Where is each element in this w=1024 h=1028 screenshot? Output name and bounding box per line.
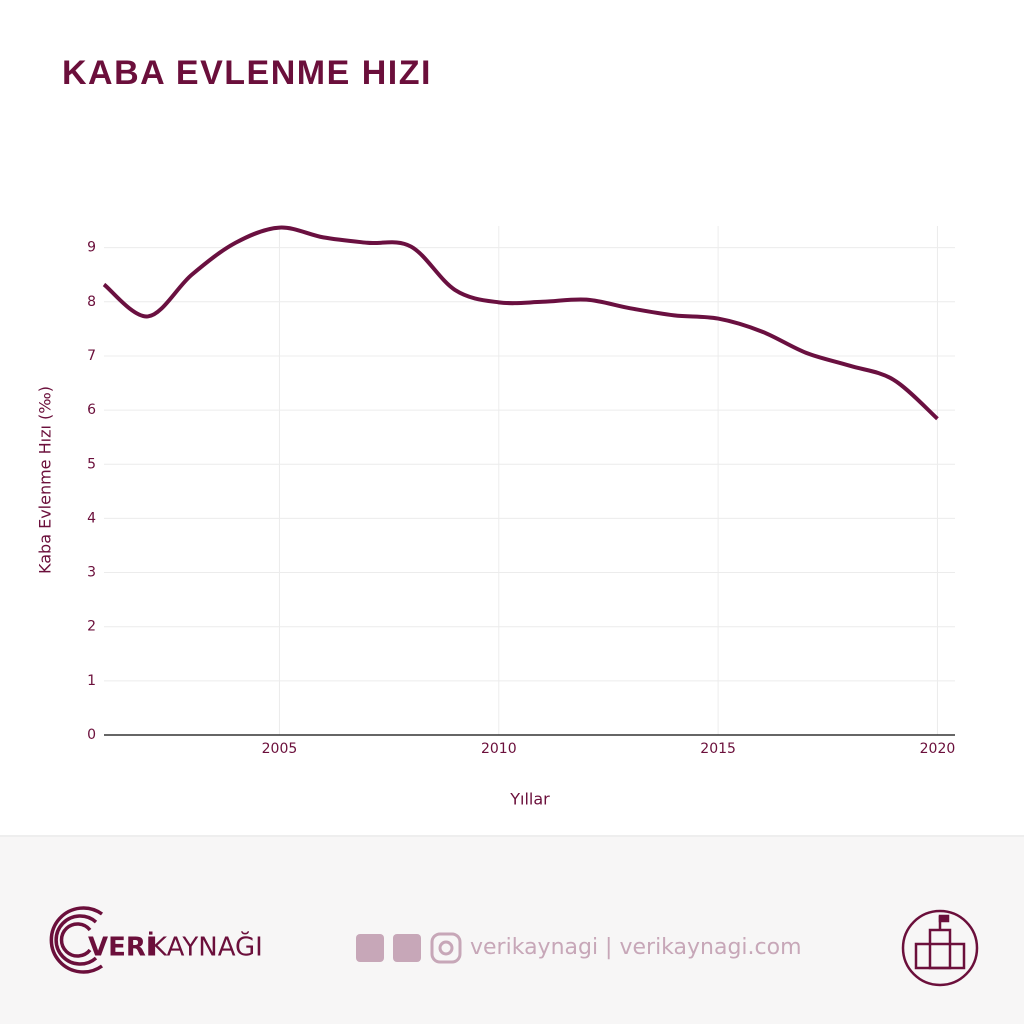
twitter-icon[interactable]: [393, 934, 421, 962]
instagram-icon[interactable]: [430, 932, 462, 964]
social-icons: [356, 932, 462, 964]
y-tick-label: 0: [87, 727, 96, 743]
y-tick-label: 2: [87, 619, 96, 635]
y-tick-label: 9: [87, 240, 96, 256]
logo-mark: [49, 906, 104, 974]
social-text: verikaynagi | verikaynagi.com: [470, 935, 802, 960]
x-axis-label: Yıllar: [509, 790, 550, 809]
logo: VERİ KAYNAĞI: [49, 906, 263, 974]
instagram-lens: [438, 940, 454, 956]
y-tick-label: 3: [87, 565, 96, 581]
y-tick-label: 5: [87, 456, 96, 472]
chart-background: [0, 0, 1024, 836]
data-line: [102, 225, 939, 421]
chart-title: KABA EVLENME HIZI: [62, 54, 432, 92]
y-tick-label: 7: [87, 348, 96, 364]
x-tick-label: 2005: [262, 741, 298, 757]
y-tick-label: 8: [87, 294, 96, 310]
plot-area: 0 1 2 3 4 5 6 7 8 9 2005 2010 2015 2020: [87, 225, 956, 757]
x-tick-label: 2010: [481, 741, 517, 757]
logo-light: KAYNAĞI: [150, 931, 263, 963]
y-tick-label: 6: [87, 402, 96, 418]
facebook-icon[interactable]: [356, 934, 384, 962]
building-icon: [901, 909, 979, 987]
y-tick-label: 1: [87, 673, 96, 689]
x-tick-label: 2020: [920, 741, 956, 757]
logo-bold: VERİ: [88, 931, 156, 963]
footer-background: [0, 836, 1024, 1024]
y-tick-label: 4: [87, 510, 96, 526]
x-tick-label: 2015: [700, 741, 736, 757]
y-axis-label: Kaba Evlenme Hızı (‰): [36, 386, 55, 574]
